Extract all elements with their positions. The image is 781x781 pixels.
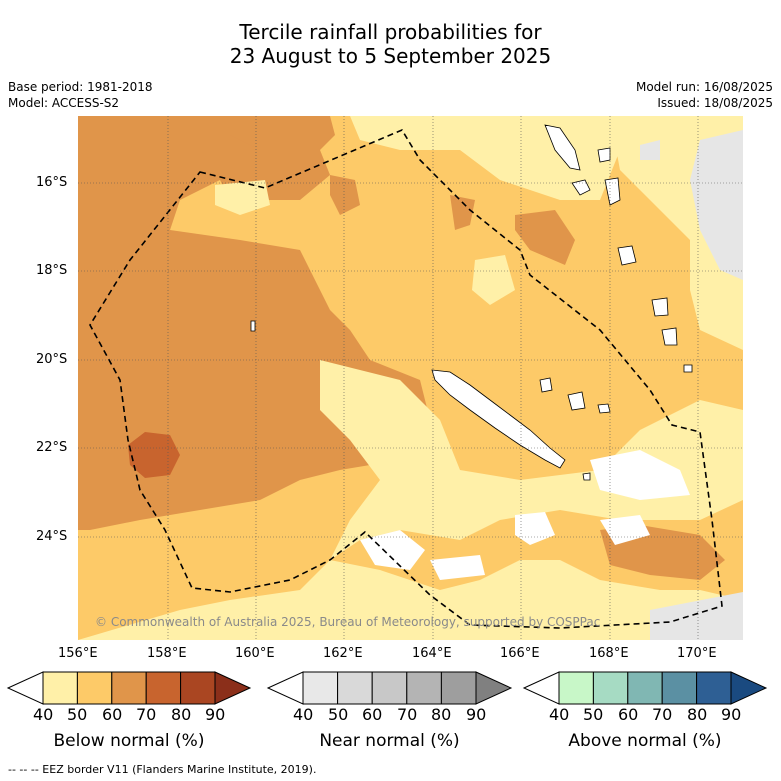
cb-below-60-70 xyxy=(111,671,147,705)
cb-near-40-50 xyxy=(302,671,339,705)
cb-below-40-50 xyxy=(42,671,78,705)
cb-above-hi-arrow xyxy=(730,671,768,705)
cb-near-70-80 xyxy=(406,671,442,705)
cb-near-tick-50: 50 xyxy=(328,705,349,724)
cb-above-50-60 xyxy=(592,671,629,705)
colorbar-near-normal xyxy=(266,671,513,705)
cb-above-60-70 xyxy=(627,671,663,705)
small-island-west xyxy=(250,320,256,332)
region-60-70-northeast xyxy=(515,210,575,265)
colorbar-below-normal xyxy=(6,671,252,705)
probability-field xyxy=(78,116,743,640)
issued-date: Issued: 18/08/2025 xyxy=(657,96,773,110)
cb-above-tick-60: 60 xyxy=(618,705,639,724)
white-patch-2 xyxy=(360,530,425,570)
loyalty-island-1 xyxy=(539,377,553,393)
cb-above-tick-90: 90 xyxy=(721,705,742,724)
region-60-70-mid xyxy=(330,175,360,215)
copyright-notice: © Commonwealth of Australia 2025, Bureau… xyxy=(95,615,601,629)
cb-near-tick-40: 40 xyxy=(293,705,314,724)
lon-label-166e: 166°E xyxy=(500,646,540,661)
cb-below-tick-70: 70 xyxy=(136,705,157,724)
cb-above-80-90 xyxy=(696,671,732,705)
vanuatu-island-d xyxy=(617,245,637,266)
eez-legend-note: -- -- -- EEZ border V11 (Flanders Marine… xyxy=(8,763,317,776)
white-patch-5 xyxy=(430,555,485,580)
cb-above-title: Above normal (%) xyxy=(568,731,722,751)
cb-below-lo-arrow xyxy=(6,671,44,705)
white-patch-4 xyxy=(600,515,650,545)
cb-near-80-90 xyxy=(440,671,477,705)
cb-near-tick-60: 60 xyxy=(362,705,383,724)
map-title-line2: 23 August to 5 September 2025 xyxy=(229,44,552,68)
eez-border xyxy=(89,128,723,629)
grey-patch-ne-small xyxy=(640,140,660,160)
model-name: Model: ACCESS-S2 xyxy=(8,96,120,110)
grey-patch-se xyxy=(650,592,743,640)
vanuatu-island-f xyxy=(661,327,678,346)
region-40-50-central xyxy=(78,360,743,640)
lon-label-156e: 156°E xyxy=(58,646,98,661)
gridlines xyxy=(78,116,743,640)
loyalty-island-3 xyxy=(597,403,611,414)
lon-label-160e: 160°E xyxy=(235,646,275,661)
cb-near-hi-arrow xyxy=(475,671,513,705)
cb-below-tick-90: 90 xyxy=(205,705,226,724)
cb-below-80-90 xyxy=(180,671,216,705)
cb-below-hi-arrow xyxy=(214,671,252,705)
cb-above-tick-70: 70 xyxy=(652,705,673,724)
cb-below-title: Below normal (%) xyxy=(53,731,205,751)
cb-below-70-80 xyxy=(145,671,182,705)
cb-below-50-60 xyxy=(76,671,113,705)
cb-above-tick-40: 40 xyxy=(549,705,570,724)
isle-of-pines xyxy=(582,472,591,481)
vanuatu-island-b xyxy=(571,179,591,196)
lon-label-164e: 164°E xyxy=(412,646,452,661)
map-title-line1: Tercile rainfall probabilities for xyxy=(239,20,542,44)
lon-label-158e: 158°E xyxy=(147,646,187,661)
cb-above-lo-arrow xyxy=(522,671,560,705)
cb-above-tick-50: 50 xyxy=(583,705,604,724)
cb-below-tick-40: 40 xyxy=(33,705,54,724)
loyalty-island-2 xyxy=(567,391,586,411)
lat-label-24s: 24°S xyxy=(36,529,68,544)
cb-below-tick-60: 60 xyxy=(102,705,123,724)
lon-label-162e: 162°E xyxy=(323,646,363,661)
model-run: Model run: 16/08/2025 xyxy=(635,80,773,94)
cb-near-60-70 xyxy=(371,671,408,705)
espiritu-santo xyxy=(544,124,581,171)
lat-label-18s: 18°S xyxy=(36,263,68,278)
grey-patch-ne xyxy=(690,130,743,280)
cb-near-tick-90: 90 xyxy=(466,705,487,724)
cb-near-tick-70: 70 xyxy=(397,705,418,724)
cb-below-tick-80: 80 xyxy=(171,705,192,724)
cb-below-tick-50: 50 xyxy=(67,705,88,724)
region-40-50-east-mid xyxy=(472,255,515,305)
cb-above-40-50 xyxy=(558,671,594,705)
cb-above-tick-80: 80 xyxy=(687,705,708,724)
cb-near-50-60 xyxy=(337,671,373,705)
region-70-80 xyxy=(128,432,180,478)
lat-label-20s: 20°S xyxy=(36,352,68,367)
lat-label-16s: 16°S xyxy=(36,175,68,190)
cb-near-tick-80: 80 xyxy=(431,705,452,724)
cb-near-lo-arrow xyxy=(266,671,304,705)
region-60-70-north xyxy=(230,116,335,160)
small-island-east xyxy=(683,364,693,373)
cb-above-70-80 xyxy=(661,671,698,705)
cb-near-title: Near normal (%) xyxy=(319,731,460,751)
vanuatu-island-e xyxy=(651,297,669,317)
new-caledonia-main xyxy=(431,369,566,469)
base-period: Base period: 1981-2018 xyxy=(8,80,153,94)
white-patch-1 xyxy=(590,450,690,500)
landmasses xyxy=(250,124,693,481)
region-60-70-east xyxy=(450,195,475,230)
lat-label-22s: 22°S xyxy=(36,440,68,455)
colorbar-above-normal xyxy=(522,671,768,705)
lon-label-168e: 168°E xyxy=(589,646,629,661)
vanuatu-island-c xyxy=(604,177,621,206)
lon-label-170e: 170°E xyxy=(677,646,717,661)
vanuatu-island-a xyxy=(597,147,611,163)
